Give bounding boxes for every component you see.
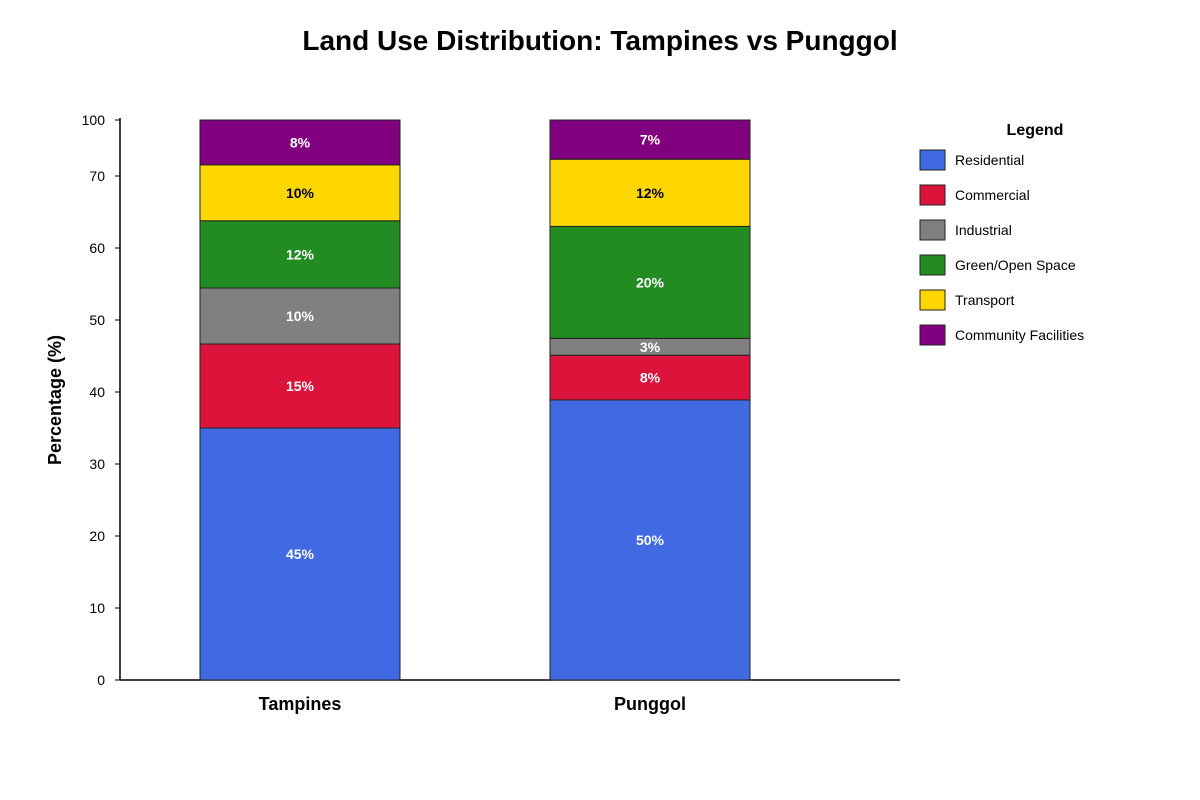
legend-title: Legend	[1007, 122, 1064, 139]
y-tick-label: 30	[89, 456, 105, 472]
data-label: 12%	[286, 246, 315, 262]
data-label: 3%	[640, 339, 661, 355]
x-category-label: Tampines	[259, 694, 342, 714]
bar-segment	[549, 225, 751, 339]
legend-swatch	[919, 324, 946, 346]
bar-segment	[199, 343, 401, 429]
legend-swatch	[919, 289, 946, 311]
data-label: 10%	[286, 308, 315, 324]
chart-title: Land Use Distribution: Tampines vs Pungg…	[302, 25, 897, 56]
legend-entry: Transport	[955, 292, 1015, 308]
bar-segment	[549, 354, 751, 401]
y-tick-label: 50	[89, 312, 105, 328]
bar-segment	[549, 119, 751, 160]
x-category-label: Punggol	[614, 694, 686, 714]
data-label: 8%	[640, 370, 661, 386]
data-label: 15%	[286, 378, 315, 394]
bar-segment	[199, 427, 401, 681]
data-label: 12%	[636, 185, 665, 201]
data-label: 50%	[636, 532, 665, 548]
legend-entry: Green/Open Space	[955, 257, 1076, 273]
bar-segment	[199, 287, 401, 345]
y-tick-label: 0	[97, 672, 105, 688]
legend-entry: Community Facilities	[955, 327, 1084, 343]
data-label: 8%	[290, 134, 311, 150]
y-tick-label: 100	[82, 112, 106, 128]
bar-segment	[549, 158, 751, 227]
bar-segment	[199, 164, 401, 222]
data-label: 7%	[640, 132, 661, 148]
legend-entry: Industrial	[955, 222, 1012, 238]
y-tick-label: 40	[89, 384, 105, 400]
legend-entry: Commercial	[955, 187, 1030, 203]
y-tick-label: 10	[89, 600, 105, 616]
legend-swatch	[919, 219, 946, 241]
y-tick-label: 60	[89, 240, 105, 256]
data-label: 20%	[636, 274, 665, 290]
data-label: 10%	[286, 185, 315, 201]
plot-area: 0 10 20 30 40 50 60 70 100 45% 15% 10% 12% 10% 8% Tampi…	[82, 112, 900, 714]
y-tick-label: 20	[89, 528, 105, 544]
bar-segment	[199, 119, 401, 166]
legend-swatch	[919, 184, 946, 206]
data-label: 45%	[286, 546, 315, 562]
y-tick-label: 70	[89, 168, 105, 184]
bar-segment	[549, 399, 751, 681]
legend: Legend Residential Commercial Industrial Gr…	[919, 122, 1084, 346]
legend-swatch	[919, 254, 946, 276]
bar-segment	[199, 220, 401, 289]
legend-entry: Residential	[955, 152, 1024, 168]
y-axis-label: Percentage (%)	[45, 335, 65, 465]
legend-swatch	[919, 149, 946, 171]
